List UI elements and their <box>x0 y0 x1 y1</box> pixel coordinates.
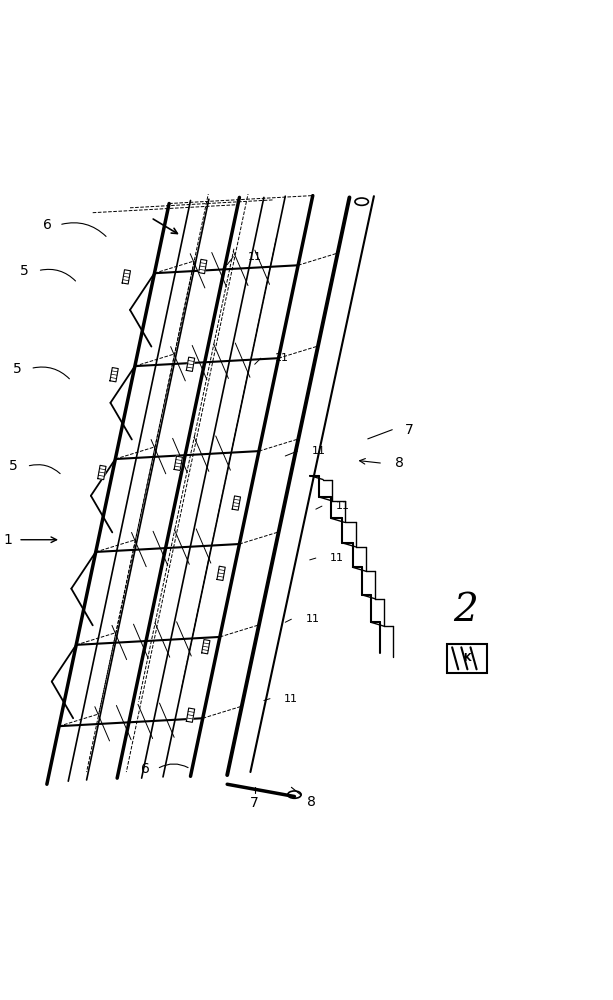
Text: 7: 7 <box>405 423 413 437</box>
Text: 2: 2 <box>453 592 478 629</box>
Text: 5: 5 <box>20 264 29 278</box>
Text: K: K <box>463 653 471 663</box>
Polygon shape <box>217 566 225 581</box>
Text: 11: 11 <box>311 446 326 456</box>
Text: 11: 11 <box>330 553 344 563</box>
Text: 11: 11 <box>284 694 298 704</box>
Text: 5: 5 <box>9 459 18 473</box>
Polygon shape <box>186 357 195 371</box>
Polygon shape <box>174 456 183 470</box>
Polygon shape <box>110 368 118 382</box>
Text: 11: 11 <box>336 501 350 511</box>
Text: 6: 6 <box>141 762 150 776</box>
Text: 8: 8 <box>395 456 404 470</box>
Text: 1: 1 <box>3 533 12 547</box>
Polygon shape <box>122 270 131 284</box>
Text: 8: 8 <box>306 795 316 809</box>
Text: 7: 7 <box>250 796 259 810</box>
Text: 11: 11 <box>305 614 319 624</box>
Polygon shape <box>202 640 210 654</box>
Text: 11: 11 <box>275 353 289 363</box>
Text: 11: 11 <box>248 252 261 262</box>
Polygon shape <box>186 708 195 722</box>
Text: 5: 5 <box>12 362 21 376</box>
Polygon shape <box>232 496 240 510</box>
Text: 6: 6 <box>43 218 51 232</box>
Polygon shape <box>199 259 207 274</box>
Bar <box>447 644 487 673</box>
Polygon shape <box>97 465 106 480</box>
